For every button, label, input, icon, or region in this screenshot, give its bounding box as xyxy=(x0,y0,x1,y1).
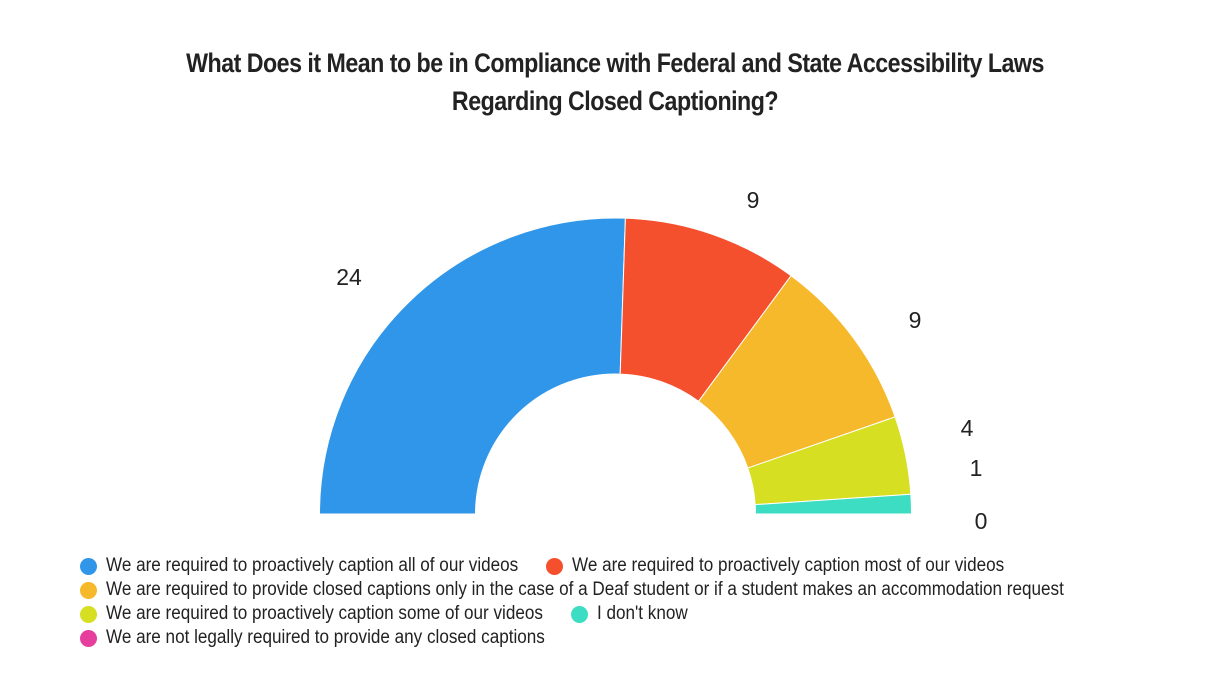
legend-label: We are required to proactively caption a… xyxy=(106,555,519,576)
legend-label: We are not legally required to provide a… xyxy=(106,627,545,648)
legend-item[interactable]: We are not legally required to provide a… xyxy=(80,626,545,650)
data-label: 0 xyxy=(975,508,988,534)
legend-color-dot-icon xyxy=(80,581,97,599)
legend-color-dot-icon xyxy=(546,557,564,575)
chart-title-line-1: What Does it Mean to be in Compliance wi… xyxy=(186,48,1044,78)
legend-row: We are required to proactively caption s… xyxy=(80,602,1092,626)
legend-label: We are required to provide closed captio… xyxy=(106,579,1064,600)
chart-slice[interactable] xyxy=(754,493,913,515)
legend-row: We are required to provide closed captio… xyxy=(80,578,1092,602)
legend-item[interactable]: We are required to proactively caption a… xyxy=(80,554,518,578)
legend-label: I don't know xyxy=(596,603,688,624)
chart-title: What Does it Mean to be in Compliance wi… xyxy=(86,44,1144,120)
legend-item[interactable]: We are required to provide closed captio… xyxy=(80,578,1064,602)
legend-item[interactable]: I don't know xyxy=(570,602,688,626)
legend-color-dot-icon xyxy=(570,605,588,623)
data-label: 4 xyxy=(961,415,974,441)
legend-row: We are required to proactively caption a… xyxy=(80,554,1092,578)
legend-row: We are not legally required to provide a… xyxy=(80,626,1092,650)
data-label: 1 xyxy=(970,455,983,481)
chart-title-line-2: Regarding Closed Captioning? xyxy=(451,86,779,116)
legend-color-dot-icon xyxy=(80,629,97,647)
chart-legend: We are required to proactively caption a… xyxy=(80,554,1092,650)
legend-item[interactable]: We are required to proactively caption s… xyxy=(80,602,543,626)
data-label: 24 xyxy=(336,264,362,290)
legend-label: We are required to proactively caption m… xyxy=(572,555,1005,576)
chart-slice[interactable] xyxy=(318,217,626,515)
data-label: 9 xyxy=(747,187,760,213)
legend-item[interactable]: We are required to proactively caption m… xyxy=(546,554,1005,578)
legend-color-dot-icon xyxy=(80,605,97,623)
legend-label: We are required to proactively caption s… xyxy=(106,603,543,624)
data-label: 9 xyxy=(909,307,922,333)
legend-color-dot-icon xyxy=(80,557,97,575)
